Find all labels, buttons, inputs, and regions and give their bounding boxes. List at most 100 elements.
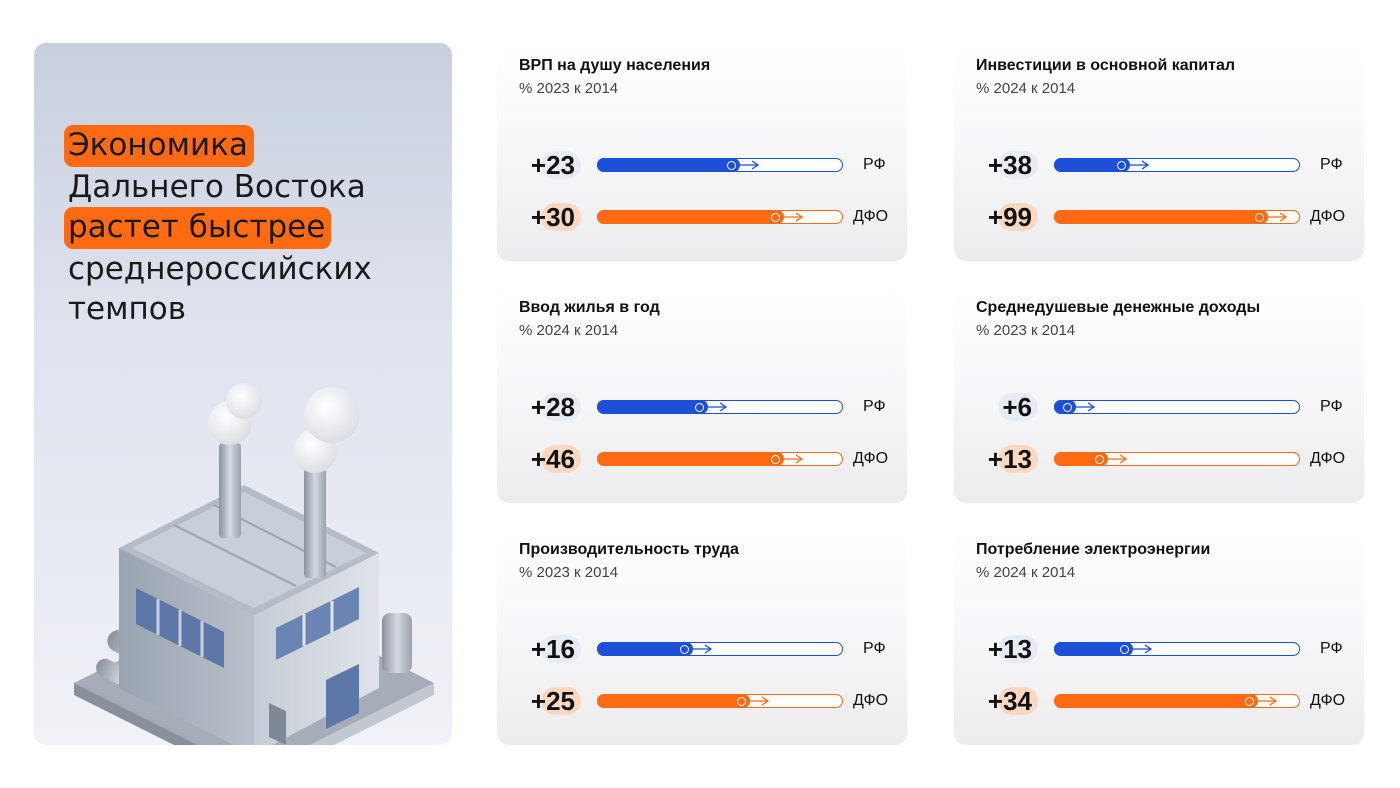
bar-end-marker bbox=[1120, 645, 1129, 654]
bar-row-rf: +6 РФ bbox=[954, 392, 1364, 422]
bar-end-marker bbox=[1255, 213, 1264, 222]
bar-row-rf: +16 РФ bbox=[497, 634, 907, 664]
bar-dfo bbox=[596, 451, 784, 466]
bar-row-dfo: +46 ДФО bbox=[497, 444, 907, 474]
hero-line-3: растет быстрее bbox=[64, 207, 332, 249]
chart-subtitle: % 2023 к 2014 bbox=[519, 564, 619, 581]
series-label-rf: РФ bbox=[1320, 398, 1343, 415]
bar-end-marker bbox=[737, 697, 746, 706]
bar-row-dfo: +13 ДФО bbox=[954, 444, 1364, 474]
value-label-dfo: +34 bbox=[987, 686, 1039, 716]
hero-panel: Экономика Дальнего Востока растет быстре… bbox=[34, 43, 452, 745]
bar-track-rf bbox=[1053, 641, 1300, 656]
arrow-right-icon bbox=[1127, 160, 1150, 170]
factory-illustration bbox=[74, 383, 434, 745]
bar-row-dfo: +34 ДФО bbox=[954, 686, 1364, 716]
bar-end-marker bbox=[1245, 697, 1254, 706]
arrow-right-icon bbox=[1265, 212, 1288, 222]
bar-end-marker bbox=[727, 161, 736, 170]
bar-track-rf bbox=[596, 157, 843, 172]
bar-row-dfo: +25 ДФО bbox=[497, 686, 907, 716]
chart-title: ВРП на душу населения bbox=[519, 57, 711, 74]
bar-dfo bbox=[596, 693, 750, 708]
arrow-right-icon bbox=[705, 402, 728, 412]
bar-row-dfo: +99 ДФО bbox=[954, 202, 1364, 232]
value-label-rf: +38 bbox=[987, 150, 1039, 180]
bar-track-rf bbox=[596, 399, 843, 414]
bar-end-marker bbox=[695, 403, 704, 412]
value-label-rf: +23 bbox=[530, 150, 582, 180]
bar-end-marker bbox=[1095, 455, 1104, 464]
bar-row-rf: +38 РФ bbox=[954, 150, 1364, 180]
bar-dfo bbox=[596, 209, 784, 224]
bar-row-rf: +23 РФ bbox=[497, 150, 907, 180]
hero-line-2: Дальнего Востока bbox=[68, 169, 366, 205]
value-label-rf: +13 bbox=[987, 634, 1039, 664]
chart-subtitle: % 2024 к 2014 bbox=[976, 80, 1076, 97]
bar-dfo bbox=[1053, 693, 1258, 708]
bar-rf bbox=[1053, 157, 1130, 172]
chart-title: Производительность труда bbox=[519, 541, 739, 558]
series-label-rf: РФ bbox=[863, 156, 886, 173]
arrow-right-icon bbox=[1073, 402, 1096, 412]
series-label-rf: РФ bbox=[863, 398, 886, 415]
bar-end-marker bbox=[771, 455, 780, 464]
bar-rf bbox=[596, 641, 693, 656]
bar-end-marker bbox=[1117, 161, 1126, 170]
bar-dfo bbox=[1053, 451, 1108, 466]
chart-card-power-consumption: Потребление электроэнергии % 2024 к 2014 +… bbox=[954, 527, 1364, 745]
value-label-dfo: +30 bbox=[530, 202, 582, 232]
chart-title: Среднедушевые денежные доходы bbox=[976, 299, 1261, 316]
arrow-right-icon bbox=[781, 212, 804, 222]
bar-end-marker bbox=[771, 213, 780, 222]
value-label-dfo: +13 bbox=[987, 444, 1039, 474]
series-label-dfo: ДФО bbox=[853, 450, 889, 467]
hero-line-1: Экономика bbox=[64, 125, 254, 167]
bar-track-dfo bbox=[596, 209, 843, 224]
chart-title: Потребление электроэнергии bbox=[976, 541, 1211, 558]
chart-title: Инвестиции в основной капитал bbox=[976, 57, 1236, 74]
series-label-dfo: ДФО bbox=[1310, 450, 1346, 467]
bar-rf bbox=[596, 157, 740, 172]
bar-row-dfo: +30 ДФО bbox=[497, 202, 907, 232]
bar-rf bbox=[596, 399, 708, 414]
chart-subtitle: % 2024 к 2014 bbox=[519, 322, 619, 339]
chart-title: Ввод жилья в год bbox=[519, 299, 660, 316]
bar-track-dfo bbox=[1053, 451, 1300, 466]
series-label-rf: РФ bbox=[863, 640, 886, 657]
bar-row-rf: +28 РФ bbox=[497, 392, 907, 422]
chart-subtitle: % 2023 к 2014 bbox=[976, 322, 1076, 339]
bar-dfo bbox=[1053, 209, 1268, 224]
arrow-right-icon bbox=[1130, 644, 1153, 654]
value-label-rf: +6 bbox=[998, 392, 1038, 422]
chart-card-grp-per-capita: ВРП на душу населения% 2023 к 2014 +23 РФ +… bbox=[497, 43, 907, 261]
series-label-dfo: ДФО bbox=[1310, 208, 1346, 225]
chart-card-fixed-investment: Инвестиции в основной капитал % 2024 к 20… bbox=[954, 43, 1364, 261]
value-label-dfo: +25 bbox=[530, 686, 582, 716]
value-label-rf: +16 bbox=[530, 634, 582, 664]
chart-card-income-per-capita: Среднедушевые денежные доходы % 2023 к 20… bbox=[954, 285, 1364, 503]
series-label-dfo: ДФО bbox=[853, 208, 889, 225]
bar-track-dfo bbox=[596, 693, 843, 708]
bar-rf bbox=[1053, 641, 1133, 656]
arrow-right-icon bbox=[737, 160, 760, 170]
series-label-rf: РФ bbox=[1320, 156, 1343, 173]
bar-end-marker bbox=[680, 645, 689, 654]
bar-track-rf bbox=[1053, 399, 1300, 414]
chart-subtitle: % 2024 к 2014 bbox=[976, 564, 1076, 581]
chart-card-housing: Ввод жилья в год % 2024 к 2014 +28 РФ +46 ДФО bbox=[497, 285, 907, 503]
series-label-dfo: ДФО bbox=[853, 692, 889, 709]
hero-line-5: темпов bbox=[68, 291, 187, 327]
hero-title: Экономика Дальнего Востока растет быстре… bbox=[64, 125, 448, 329]
value-label-dfo: +99 bbox=[987, 202, 1039, 232]
arrow-right-icon bbox=[747, 696, 770, 706]
chart-card-labor-productivity: Производительность труда % 2023 к 2014 +16… bbox=[497, 527, 907, 745]
chart-subtitle: % 2023 к 2014 bbox=[519, 80, 619, 97]
bar-track-rf bbox=[596, 641, 843, 656]
value-label-dfo: +46 bbox=[530, 444, 582, 474]
arrow-right-icon bbox=[781, 454, 804, 464]
value-label-rf: +28 bbox=[530, 392, 582, 422]
hero-line-4: среднероссийских bbox=[68, 251, 372, 287]
arrow-right-icon bbox=[690, 644, 713, 654]
bar-row-rf: +13 РФ bbox=[954, 634, 1364, 664]
